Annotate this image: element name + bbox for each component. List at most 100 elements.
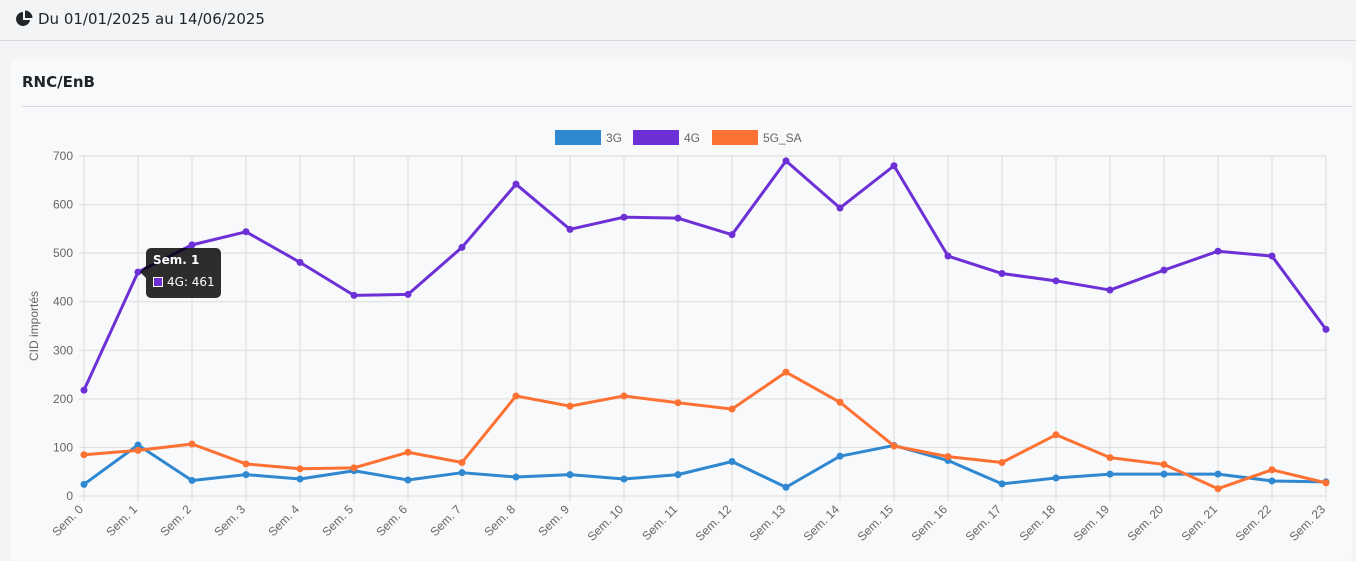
x-tick-label: Sem. 21: [1179, 502, 1221, 544]
tooltip-body: 4G: 461: [167, 275, 215, 289]
x-tick-label: Sem. 3: [211, 502, 248, 539]
tooltip-title: Sem. 1: [153, 253, 200, 267]
data-point: [1214, 470, 1222, 478]
series-line: [83, 370, 1327, 491]
data-point: [944, 252, 952, 260]
data-point: [728, 405, 736, 413]
data-point: [188, 241, 196, 249]
data-point: [890, 162, 898, 170]
data-point: [566, 225, 574, 233]
data-point: [296, 258, 304, 266]
tooltip-arrow: [140, 266, 146, 278]
data-point: [512, 473, 520, 481]
data-point: [458, 243, 466, 251]
x-tick-label: Sem. 20: [1125, 502, 1167, 544]
data-point: [134, 268, 142, 276]
x-tick-label: Sem. 17: [963, 502, 1005, 544]
data-point: [566, 402, 574, 410]
data-point: [350, 291, 358, 299]
data-point: [134, 441, 142, 449]
x-tick-label: Sem. 15: [855, 502, 897, 544]
data-point: [890, 442, 898, 450]
x-tick-label: Sem. 6: [373, 502, 410, 539]
y-tick-label: 300: [53, 343, 73, 357]
tooltip-swatch: [153, 277, 163, 287]
data-point: [134, 446, 142, 454]
data-point: [836, 452, 844, 460]
data-point: [512, 180, 520, 188]
data-point: [674, 214, 682, 222]
period-label: Du 01/01/2025 au 14/06/2025: [38, 10, 265, 28]
top-bar: Du 01/01/2025 au 14/06/2025: [0, 0, 1356, 41]
y-tick-label: 700: [53, 149, 73, 163]
x-tick-label: Sem. 13: [747, 502, 789, 544]
data-point: [458, 458, 466, 466]
data-point: [1052, 277, 1060, 285]
data-point: [458, 469, 466, 477]
data-point: [1160, 460, 1168, 468]
x-tick-label: Sem. 2: [157, 502, 194, 539]
data-point: [674, 399, 682, 407]
data-point: [1268, 477, 1276, 485]
data-point: [1214, 485, 1222, 493]
data-point: [1268, 466, 1276, 474]
data-point: [404, 476, 412, 484]
x-tick-label: Sem. 23: [1287, 502, 1329, 544]
x-tick-label: Sem. 9: [535, 502, 572, 539]
data-point: [1106, 454, 1114, 462]
series-line: [82, 159, 1328, 391]
x-tick-label: Sem. 19: [1071, 502, 1113, 544]
x-tick-label: Sem. 4: [265, 502, 302, 539]
data-point: [944, 453, 952, 461]
x-tick-label: Sem. 11: [639, 502, 680, 543]
y-tick-label: 500: [53, 246, 73, 260]
data-point: [296, 475, 304, 483]
data-point: [620, 392, 628, 400]
data-point: [80, 386, 88, 394]
data-point: [80, 451, 88, 459]
data-point: [242, 471, 250, 479]
data-point: [80, 480, 88, 488]
data-point: [188, 476, 196, 484]
data-point: [998, 270, 1006, 278]
y-tick-label: 100: [53, 440, 73, 454]
legend-swatch: [555, 130, 601, 145]
pie-chart-icon: [16, 10, 33, 26]
x-tick-label: Sem. 1: [103, 502, 140, 539]
data-point: [836, 204, 844, 212]
data-point: [242, 228, 250, 236]
data-point: [566, 471, 574, 479]
y-tick-label: 200: [53, 392, 73, 406]
data-point: [836, 398, 844, 406]
x-tick-label: Sem. 16: [909, 502, 951, 544]
legend-label: 3G: [606, 131, 622, 145]
y-tick-label: 400: [53, 295, 73, 309]
data-point: [728, 231, 736, 239]
card-divider: [22, 106, 1352, 107]
y-axis-label: CID importés: [27, 291, 41, 361]
data-point: [1214, 247, 1222, 255]
data-point: [782, 157, 790, 165]
x-tick-label: Sem. 12: [693, 502, 735, 544]
x-tick-label: Sem. 0: [49, 502, 86, 539]
y-tick-label: 600: [53, 198, 73, 212]
data-point: [728, 458, 736, 466]
data-point: [620, 213, 628, 221]
data-point: [188, 440, 196, 448]
legend-swatch: [712, 130, 758, 145]
legend-swatch: [633, 130, 679, 145]
x-tick-label: Sem. 8: [481, 502, 518, 539]
data-point: [1106, 470, 1114, 478]
data-point: [242, 460, 250, 468]
data-point: [1322, 479, 1330, 487]
data-point: [1160, 470, 1168, 478]
data-point: [1160, 266, 1168, 274]
data-point: [674, 471, 682, 479]
data-point: [620, 475, 628, 483]
legend-label: 4G: [684, 131, 700, 145]
x-tick-label: Sem. 22: [1233, 502, 1275, 544]
data-point: [404, 290, 412, 298]
y-tick-label: 0: [66, 489, 73, 503]
x-tick-label: Sem. 14: [801, 502, 843, 544]
